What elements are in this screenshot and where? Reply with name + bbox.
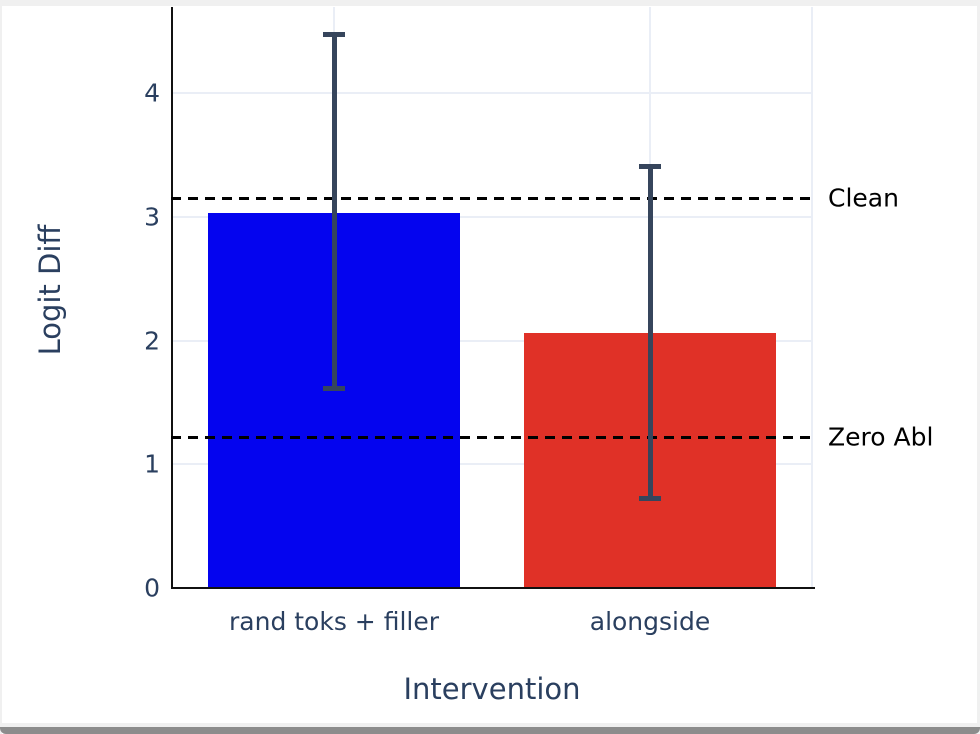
window-left-edge [0, 0, 2, 734]
reference-label-clean: Clean [828, 183, 899, 213]
x-category-label: rand toks + filler [229, 607, 439, 636]
window-bottom-edge [0, 723, 980, 727]
y-tick-label: 1 [144, 449, 160, 479]
error-bar-cap [639, 496, 661, 502]
y-gridline [171, 339, 813, 342]
y-tick-label: 0 [144, 573, 160, 603]
y-gridline [171, 463, 813, 466]
window-top-edge [0, 0, 980, 6]
y-gridline [171, 215, 813, 218]
y-tick-label: 2 [144, 326, 160, 355]
y-axis-line [171, 7, 173, 589]
y-tick-label: 3 [144, 202, 160, 232]
error-bar-line [331, 34, 337, 389]
x-gridline [811, 7, 813, 588]
y-tick-label: 4 [144, 78, 160, 108]
window-right-edge [977, 0, 980, 734]
reference-line-clean [171, 196, 810, 200]
y-gridline [171, 92, 813, 94]
reference-label-zero-abl: Zero Abl [828, 422, 934, 452]
y-axis-title: Logit Diff [33, 224, 67, 356]
reference-line-zero-abl [171, 435, 810, 439]
x-axis-line [171, 587, 815, 589]
error-bar-line [647, 166, 653, 499]
error-bar-cap [639, 163, 661, 169]
window-bottom-bar [0, 727, 980, 734]
x-category-label: alongside [589, 607, 711, 636]
x-axis-title: Intervention [403, 672, 581, 706]
error-bar-cap [323, 32, 345, 38]
error-bar-cap [323, 386, 345, 392]
